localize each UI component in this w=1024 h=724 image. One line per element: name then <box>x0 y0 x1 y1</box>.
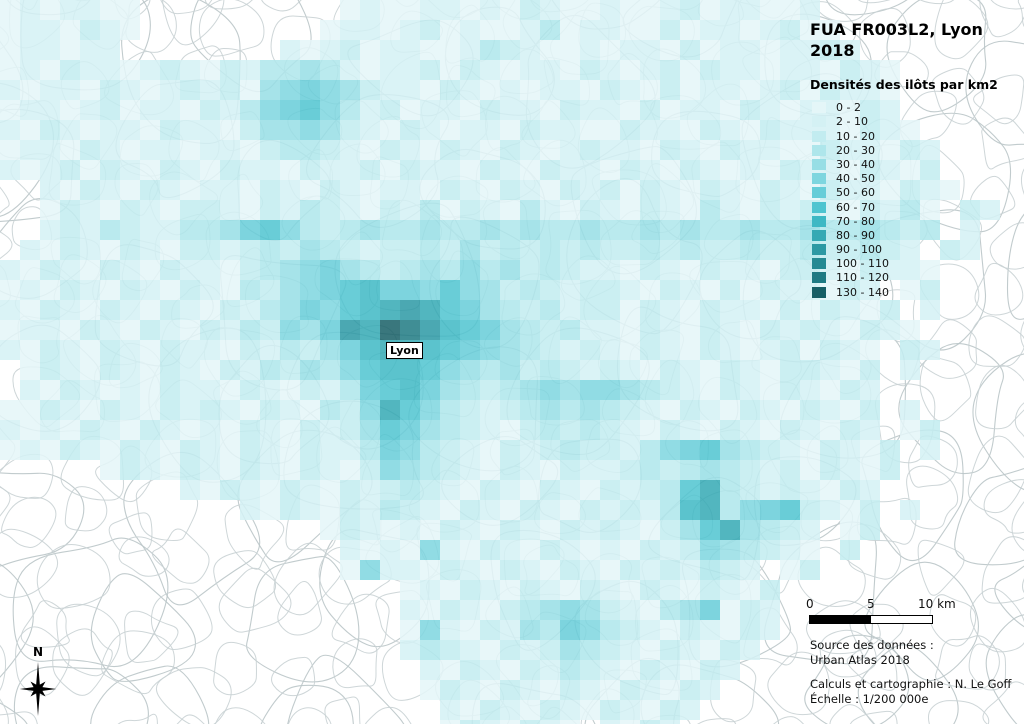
map-title-line1: FUA FR003L2, Lyon <box>810 20 983 39</box>
source-line1: Source des données : <box>810 638 934 652</box>
legend-swatch <box>812 272 826 284</box>
legend-item-label: 20 - 30 <box>836 143 875 157</box>
legend-item-label: 2 - 10 <box>836 115 868 129</box>
legend-swatch <box>812 173 826 185</box>
legend-swatch <box>812 130 826 142</box>
scale-bar-graphic <box>809 615 933 624</box>
legend-item: 40 - 50 <box>810 172 998 186</box>
legend-swatch <box>812 201 826 213</box>
legend-swatch <box>812 215 826 227</box>
legend-swatch <box>812 229 826 241</box>
north-arrow-label: N <box>32 645 44 659</box>
compass-rose-icon <box>19 662 57 716</box>
scale-label-5: 5 <box>867 597 875 611</box>
legend-item: 30 - 40 <box>810 157 998 171</box>
legend-item: 2 - 10 <box>810 115 998 129</box>
legend-swatch <box>812 102 826 114</box>
legend-item: 10 - 20 <box>810 129 998 143</box>
legend-item-label: 130 - 140 <box>836 285 889 299</box>
legend-item-label: 90 - 100 <box>836 243 882 257</box>
legend-title: Densités des ilôts par km2 <box>810 76 998 92</box>
legend-swatch <box>812 158 826 170</box>
scale-bar: 0 5 10 km <box>806 597 956 624</box>
legend-swatch <box>812 187 826 199</box>
credit-line2: Échelle : 1/200 000e <box>810 692 929 706</box>
legend-item: 70 - 80 <box>810 214 998 228</box>
legend-item: 50 - 60 <box>810 186 998 200</box>
legend-item-label: 30 - 40 <box>836 157 875 171</box>
legend-swatch <box>812 144 826 156</box>
source-note: Source des données : Urban Atlas 2018 Ca… <box>810 638 1011 707</box>
scale-label-0: 0 <box>806 597 814 611</box>
legend-item-label: 50 - 60 <box>836 186 875 200</box>
legend-item: 130 - 140 <box>810 285 998 299</box>
city-label: Lyon <box>386 342 423 359</box>
map-title: FUA FR003L2, Lyon 2018 <box>810 20 998 62</box>
north-arrow: N <box>11 646 65 720</box>
source-line2: Urban Atlas 2018 <box>810 653 910 667</box>
legend-swatch <box>812 258 826 270</box>
legend-item: 0 - 2 <box>810 101 998 115</box>
scale-label-10: 10 km <box>918 597 956 611</box>
legend-swatch <box>812 244 826 256</box>
legend-item-label: 80 - 90 <box>836 228 875 242</box>
scale-bar-empty-half <box>871 616 932 623</box>
legend-item-label: 70 - 80 <box>836 214 875 228</box>
legend-item-label: 10 - 20 <box>836 129 875 143</box>
legend-item: 60 - 70 <box>810 200 998 214</box>
legend-item-label: 100 - 110 <box>836 257 889 271</box>
legend: FUA FR003L2, Lyon 2018 Densités des ilôt… <box>810 20 998 299</box>
map-title-line2: 2018 <box>810 40 855 60</box>
legend-item: 20 - 30 <box>810 143 998 157</box>
legend-item: 80 - 90 <box>810 228 998 242</box>
credit-line1: Calculs et cartographie : N. Le Goff <box>810 677 1012 691</box>
legend-item-label: 0 - 2 <box>836 101 861 115</box>
legend-item: 110 - 120 <box>810 271 998 285</box>
scale-bar-filled-half <box>810 616 871 623</box>
legend-item: 100 - 110 <box>810 257 998 271</box>
legend-item-label: 110 - 120 <box>836 271 889 285</box>
legend-swatch <box>812 286 826 298</box>
legend-swatch <box>812 116 826 128</box>
legend-item-label: 60 - 70 <box>836 200 875 214</box>
legend-item-label: 40 - 50 <box>836 172 875 186</box>
scale-bar-labels: 0 5 10 km <box>806 597 956 612</box>
legend-item: 90 - 100 <box>810 242 998 256</box>
